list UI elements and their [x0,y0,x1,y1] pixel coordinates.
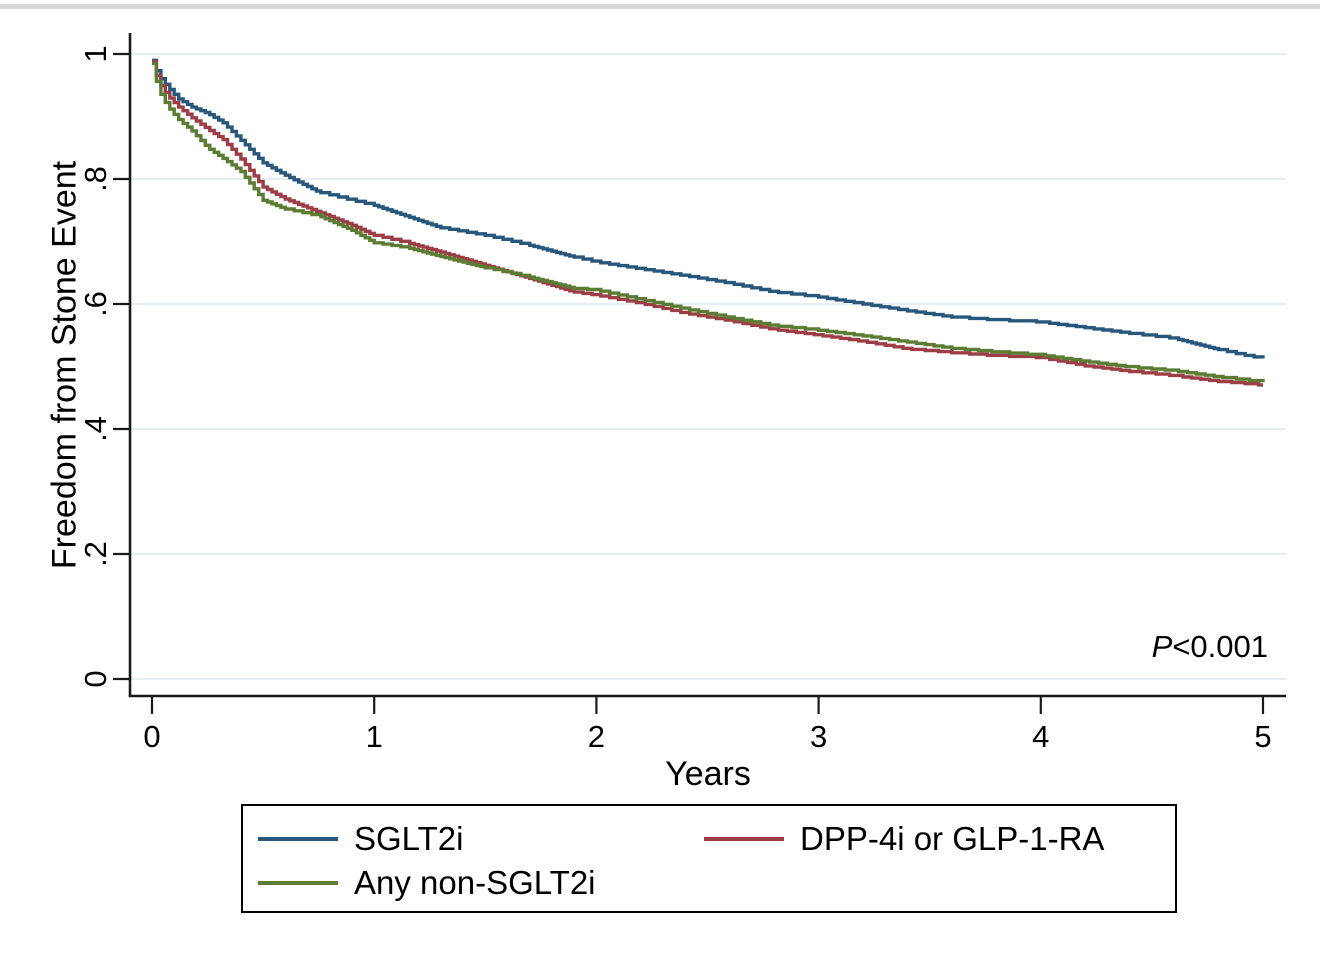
y-tick-label: .8 [78,166,113,192]
km-curve-dpp4i-glp1ra [152,59,1263,387]
x-tick-label: 4 [1032,719,1050,754]
legend-swatch-any-non-sglt2i [258,881,338,885]
x-tick-label: 2 [587,719,606,754]
x-tick-label: 1 [365,719,383,754]
y-tick-label: .2 [78,541,113,567]
y-tick-label: 0 [78,670,113,688]
x-tick-label: 5 [1254,719,1272,754]
p-value-annotation: P<0.001 [1000,629,1268,665]
window-edge-strip [0,4,1320,9]
p-value-label: P [1151,629,1173,664]
y-tick-label: 1 [78,45,113,63]
y-axis-title: Freedom from Stone Event [45,160,84,570]
legend-swatch-sglt2i [258,837,338,841]
x-tick-label: 0 [143,719,161,754]
legend: SGLT2i DPP-4i or GLP-1-RA Any non-SGLT2i [241,804,1177,913]
y-tick-label: .6 [78,291,113,317]
legend-label-sglt2i: SGLT2i [354,820,464,857]
x-tick-label: 3 [809,719,828,754]
km-curve-sglt2i [152,58,1265,359]
y-tick-label: .4 [78,416,113,442]
legend-label-any-non-sglt2i: Any non-SGLT2i [354,864,596,901]
km-curve-any-non-sglt2i [152,61,1265,383]
legend-label-dpp4i-glp1ra: DPP-4i or GLP-1-RA [800,820,1105,857]
p-value-number: <0.001 [1172,629,1268,664]
legend-swatch-dpp4i-glp1ra [704,837,784,841]
x-axis-title: Years [665,755,751,793]
